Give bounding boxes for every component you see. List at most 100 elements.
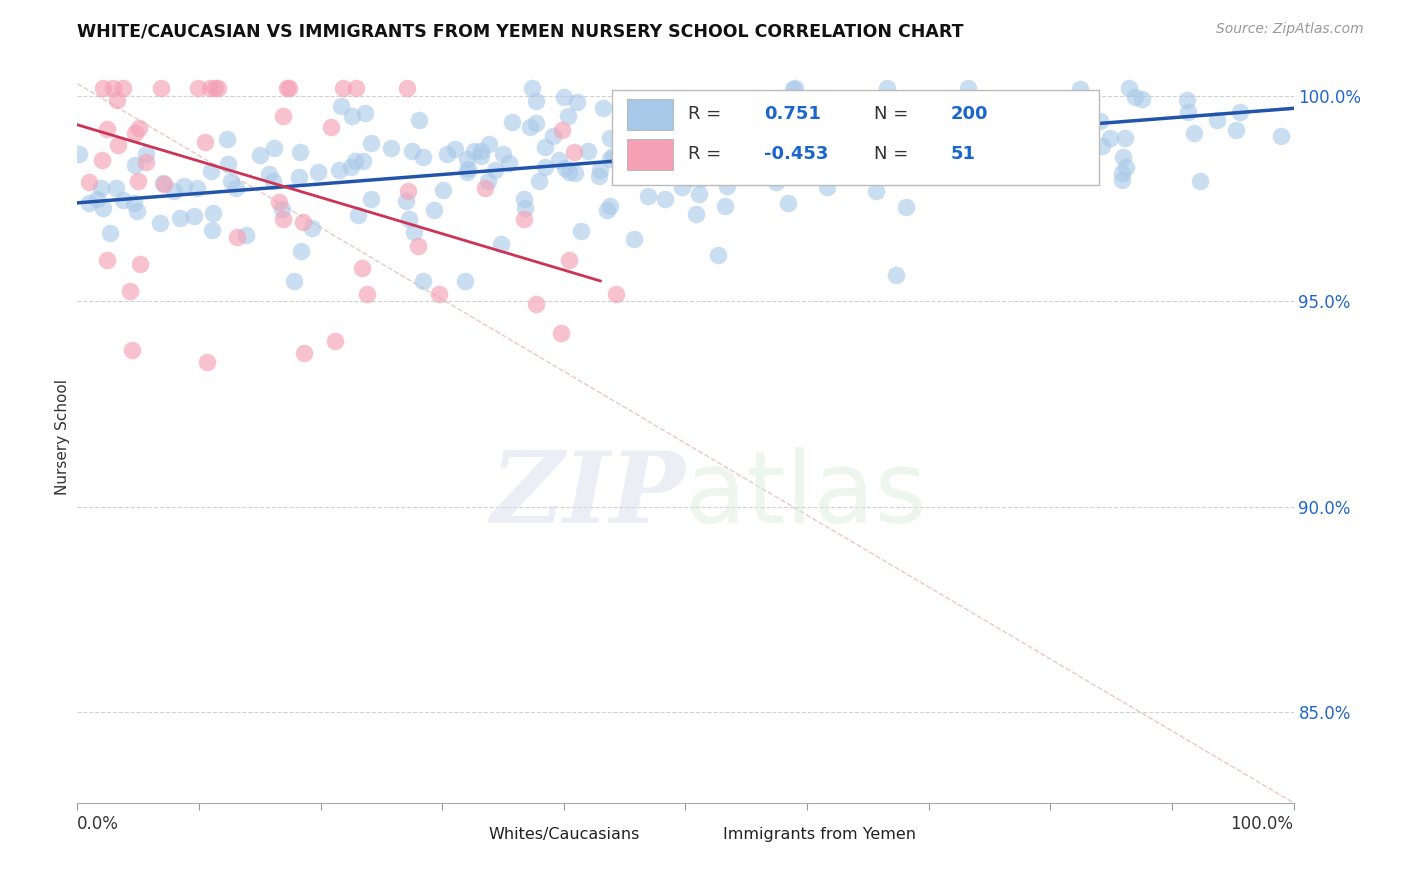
Point <box>1225 123 1247 137</box>
Text: Whites/Caucasians: Whites/Caucasians <box>488 828 640 842</box>
Point <box>589 162 612 177</box>
Point <box>135 154 157 169</box>
Point <box>638 140 661 154</box>
Point <box>1112 150 1135 164</box>
Point <box>884 141 907 155</box>
Point <box>1002 133 1025 147</box>
Point <box>195 355 218 369</box>
Point <box>548 153 571 168</box>
Point <box>484 163 506 178</box>
Point <box>935 94 957 108</box>
Point <box>477 174 499 188</box>
Point <box>683 142 706 156</box>
Point <box>323 334 346 348</box>
Point <box>194 135 217 149</box>
Point <box>576 144 599 158</box>
Point <box>204 80 226 95</box>
Text: R =: R = <box>688 145 727 163</box>
Point <box>614 121 637 136</box>
Point <box>599 130 621 145</box>
Point <box>765 175 787 189</box>
Point <box>406 238 429 252</box>
Point <box>217 132 239 146</box>
Point <box>986 97 1008 112</box>
Text: 100.0%: 100.0% <box>1230 815 1294 833</box>
Point <box>965 138 987 153</box>
Point <box>1125 90 1147 104</box>
Point <box>689 167 711 181</box>
Point <box>380 140 402 154</box>
Point <box>945 153 967 167</box>
Point <box>201 223 224 237</box>
Point <box>423 203 446 218</box>
Point <box>186 181 208 195</box>
Text: R =: R = <box>688 104 727 123</box>
Point <box>1270 129 1292 144</box>
Point <box>91 201 114 215</box>
Text: Source: ZipAtlas.com: Source: ZipAtlas.com <box>1216 22 1364 37</box>
Point <box>353 106 375 120</box>
Point <box>307 164 329 178</box>
Point <box>925 163 948 178</box>
Point <box>599 199 621 213</box>
Point <box>685 207 707 221</box>
Point <box>498 156 520 170</box>
Point <box>612 94 634 108</box>
FancyBboxPatch shape <box>425 822 478 847</box>
Point <box>599 152 621 166</box>
Point <box>565 95 588 109</box>
Point <box>288 170 311 185</box>
Point <box>844 136 866 151</box>
Point <box>470 144 492 158</box>
Point <box>776 123 799 137</box>
Point <box>263 141 285 155</box>
Point <box>153 177 176 191</box>
Text: WHITE/CAUCASIAN VS IMMIGRANTS FROM YEMEN NURSERY SCHOOL CORRELATION CHART: WHITE/CAUCASIAN VS IMMIGRANTS FROM YEMEN… <box>77 22 965 40</box>
Point <box>1205 112 1227 127</box>
Point <box>754 142 776 156</box>
Point <box>914 116 936 130</box>
Point <box>319 120 342 134</box>
Point <box>91 153 114 167</box>
Point <box>225 180 247 194</box>
Point <box>690 172 713 186</box>
Point <box>360 136 382 151</box>
Text: N =: N = <box>875 104 914 123</box>
Text: 0.751: 0.751 <box>765 104 821 123</box>
Point <box>67 146 90 161</box>
Point <box>588 169 610 184</box>
Point <box>1078 153 1101 167</box>
Point <box>681 171 703 186</box>
Point <box>90 181 112 195</box>
Point <box>152 176 174 190</box>
Point <box>963 94 986 108</box>
Point <box>118 284 141 298</box>
Point <box>962 118 984 132</box>
Point <box>271 212 294 227</box>
Point <box>249 147 271 161</box>
Point <box>291 215 314 229</box>
Point <box>896 120 918 135</box>
Point <box>1175 94 1198 108</box>
Point <box>262 174 284 188</box>
Point <box>474 181 496 195</box>
Point <box>77 176 100 190</box>
Point <box>714 104 737 119</box>
Point <box>714 199 737 213</box>
Point <box>129 257 152 271</box>
Point <box>1177 105 1199 120</box>
Text: Immigrants from Yemen: Immigrants from Yemen <box>723 828 917 842</box>
Point <box>491 147 513 161</box>
Point <box>343 153 366 168</box>
Point <box>558 165 581 179</box>
Point <box>605 287 627 301</box>
Point <box>553 90 575 104</box>
Point <box>328 163 350 178</box>
Text: ZIP: ZIP <box>491 448 686 544</box>
Point <box>128 121 150 136</box>
Point <box>596 202 619 217</box>
Point <box>602 148 624 162</box>
Point <box>707 247 730 261</box>
Point <box>716 178 738 193</box>
Point <box>344 80 367 95</box>
